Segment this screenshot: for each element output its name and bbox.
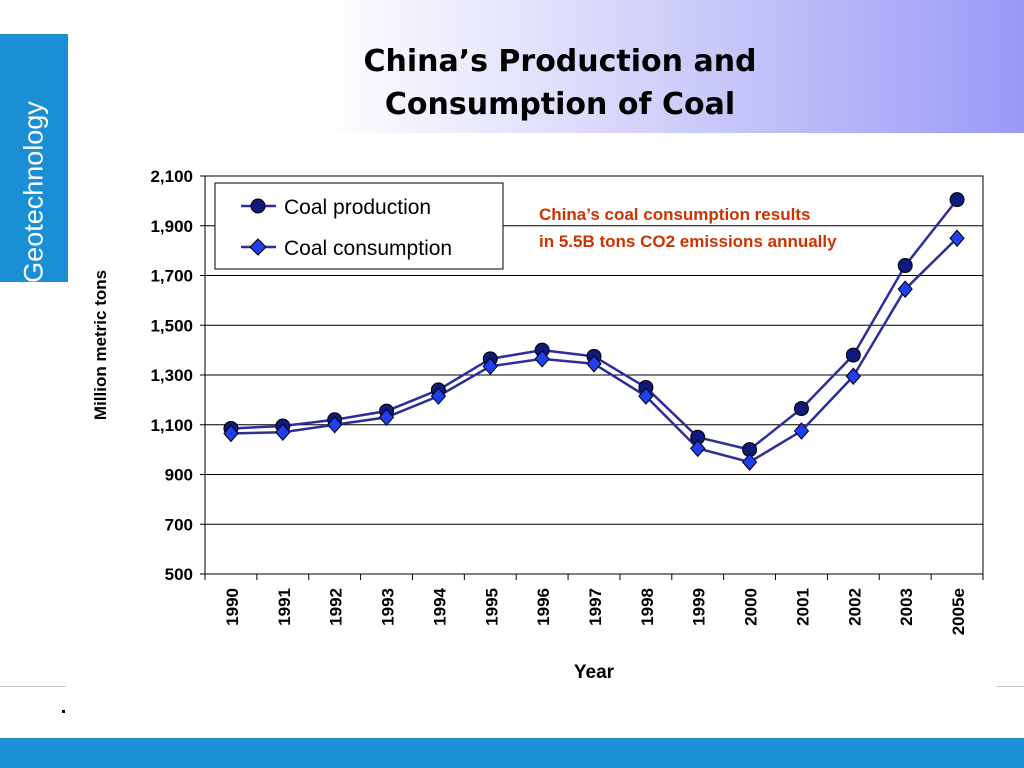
y-tick-label: 700 [165,515,193,534]
annotation-line2: in 5.5B tons CO2 emissions annually [539,232,837,251]
x-tick-label: 1992 [327,588,346,626]
consumption-point [793,422,810,440]
consumption-point [223,424,239,443]
y-axis-ticks: 500 700 900 1,100 1,300 1,500 1,700 1,900 2,100 [150,167,205,584]
x-tick-label: 2001 [793,588,812,626]
y-tick-label: 1,500 [150,316,193,335]
legend-entry-production: Coal production [241,196,431,219]
side-tab: Geotechnology [0,34,68,283]
consumption-point [690,439,706,458]
footer-bar [0,738,1024,768]
production-point [949,192,965,208]
y-tick-label: 500 [165,565,193,584]
production-point [845,347,861,363]
x-axis-ticks: 1990 1991 1992 1993 1994 1995 1996 1997 1998 1999… [204,574,984,635]
legend-box [214,182,504,270]
consumption-point [638,387,654,405]
consumption-point [845,367,861,386]
x-tick-label: 2005e [949,588,968,635]
footer-dot [62,710,65,713]
x-tick-label: 1990 [223,588,242,626]
legend-entry-consumption: Coal consumption [241,237,452,260]
series-markers [223,192,965,471]
slide-title: China’s Production and Consumption of Co… [300,40,820,126]
footer-rule-right [996,686,1024,687]
consumption-point [275,423,291,441]
x-tick-label: 1994 [430,587,449,625]
x-tick-label: 1999 [690,588,709,626]
production-point [793,401,809,417]
legend-consumption-label: Coal consumption [284,237,452,260]
slide-title-line2: Consumption of Coal [384,87,736,122]
y-tick-label: 900 [165,466,193,485]
consumption-point [534,350,550,368]
y-tick-label: 1,100 [150,416,193,435]
annotation-line1: China’s coal consumption results [539,205,810,224]
legend-production-label: Coal production [284,196,431,219]
y-tick-label: 2,100 [150,167,193,186]
y-axis-label: Million metric tons [91,270,110,420]
x-tick-label: 1996 [534,588,553,626]
x-tick-label: 1995 [482,588,501,626]
y-tick-label: 1,900 [150,217,193,236]
consumption-point [482,357,498,376]
consumption-point [378,408,395,427]
consumption-point [949,229,965,247]
legend-production-marker [250,198,266,214]
y-tick-label: 1,700 [150,267,193,286]
consumption-point [897,280,913,298]
x-tick-label: 1998 [638,588,657,626]
consumption-point [430,387,447,405]
x-tick-label: 1997 [586,588,605,626]
annotation: China’s coal consumption results in 5.5B… [539,205,837,251]
legend-consumption-marker [249,238,267,256]
x-tick-label: 1993 [379,588,398,626]
consumption-point [586,355,602,373]
consumption-point [741,453,758,471]
legend: Coal production Coal consumption [214,182,504,270]
x-tick-label: 2002 [845,588,864,626]
y-tick-label: 1,300 [150,366,193,385]
footer-rule-left [0,686,66,687]
slide-title-line1: China’s Production and [363,44,757,79]
production-point [897,258,913,274]
consumption-point [327,415,343,434]
title-band [128,0,1024,133]
x-tick-label: 1991 [275,588,294,626]
x-axis-label: Year [574,662,615,683]
x-tick-label: 2003 [897,588,916,626]
x-tick-label: 2000 [742,588,761,626]
